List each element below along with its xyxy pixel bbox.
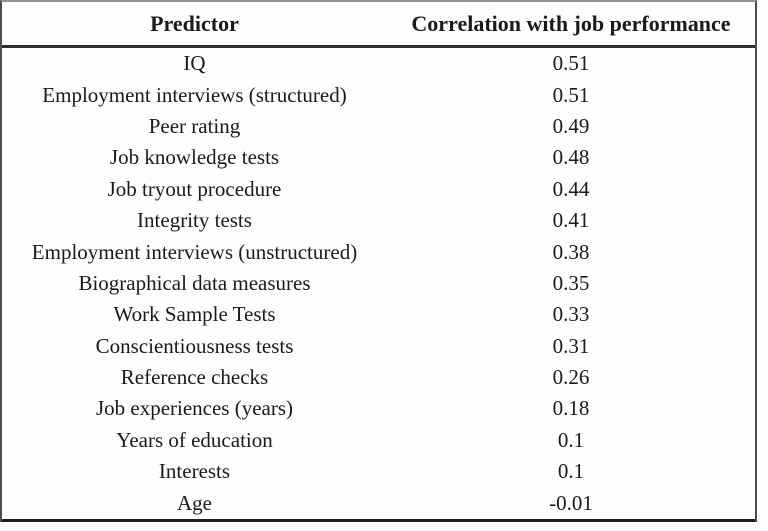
predictor-cell: Job knowledge tests (109, 145, 280, 170)
column-header-correlation: Correlation with job performance (411, 10, 731, 36)
table-row: Conscientiousness tests 0.31 (2, 331, 755, 362)
table-row: Integrity tests 0.41 (2, 205, 755, 236)
table-row: Employment interviews (unstructured) 0.38 (2, 236, 755, 267)
predictor-cell: Job tryout procedure (107, 176, 282, 201)
predictor-cell: Biographical data measures (78, 270, 311, 295)
table-row: IQ 0.51 (2, 48, 755, 79)
table-row: Interests 0.1 (2, 456, 755, 487)
table-row: Job knowledge tests 0.48 (2, 142, 755, 173)
table-row: Biographical data measures 0.35 (2, 268, 755, 299)
predictor-cell: Years of education (116, 427, 273, 452)
table-row: Age -0.01 (2, 487, 755, 518)
correlation-cell: 0.33 (552, 302, 590, 327)
table-header-row: Predictor Correlation with job performan… (2, 2, 755, 48)
table-row: Peer rating 0.49 (2, 111, 755, 142)
correlation-cell: 0.1 (557, 427, 585, 452)
predictor-cell: Employment interviews (unstructured) (31, 239, 358, 264)
correlation-cell: 0.31 (552, 333, 590, 358)
predictor-cell: Peer rating (148, 113, 241, 138)
predictor-cell: Job experiences (years) (95, 396, 294, 421)
predictor-cell: Work Sample Tests (113, 302, 276, 327)
predictor-cell: Interests (158, 459, 231, 484)
table-row: Reference checks 0.26 (2, 362, 755, 393)
correlation-cell: 0.49 (552, 113, 590, 138)
table-row: Job experiences (years) 0.18 (2, 393, 755, 424)
correlation-cell: 0.48 (552, 145, 590, 170)
correlation-cell: 0.51 (552, 82, 590, 107)
correlation-cell: 0.18 (552, 396, 590, 421)
column-header-predictor: Predictor (150, 10, 239, 36)
predictor-cell: Reference checks (120, 365, 269, 390)
correlation-cell: 0.41 (552, 208, 590, 233)
table-body: IQ 0.51 Employment interviews (structured)… (2, 48, 755, 522)
correlation-cell: 0.44 (552, 176, 590, 201)
predictor-cell: Employment interviews (structured) (42, 82, 347, 107)
table-row: Employment interviews (structured) 0.51 (2, 79, 755, 110)
predictor-cell: Integrity tests (137, 208, 252, 233)
correlation-cell: 0.1 (557, 459, 585, 484)
predictor-correlation-table: Predictor Correlation with job performan… (0, 0, 757, 522)
correlation-cell: -0.01 (549, 490, 593, 515)
table-row: Years of education 0.1 (2, 425, 755, 456)
correlation-cell: 0.38 (552, 239, 590, 264)
predictor-cell: Age (177, 490, 212, 515)
correlation-cell: 0.26 (552, 365, 590, 390)
correlation-cell: 0.35 (552, 270, 590, 295)
predictor-cell: IQ (183, 51, 206, 76)
table-row: Job tryout procedure 0.44 (2, 174, 755, 205)
table-row: Work Sample Tests 0.33 (2, 299, 755, 330)
predictor-cell: Conscientiousness tests (95, 333, 294, 358)
correlation-cell: 0.51 (552, 51, 590, 76)
